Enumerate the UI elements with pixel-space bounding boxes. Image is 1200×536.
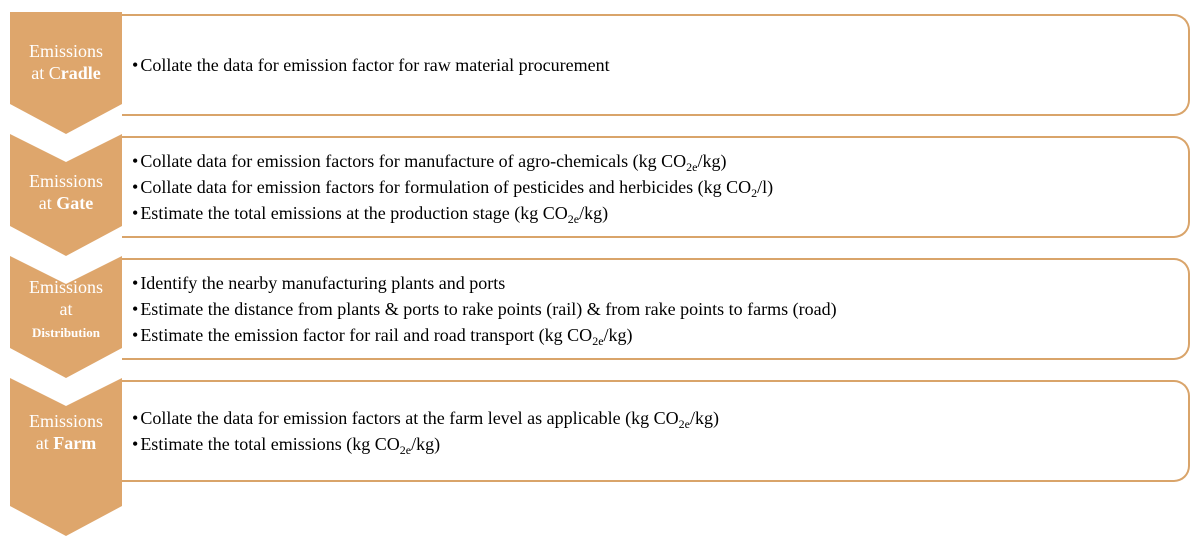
text-run: Collate the data for emission factor for… (140, 55, 610, 75)
text-run: /kg) (697, 151, 727, 171)
text-run: Identify the nearby manufacturing plants… (140, 273, 506, 293)
text-run: Estimate the total emissions at the prod… (140, 203, 568, 223)
label-run: at (59, 299, 73, 319)
text-run: /kg) (411, 434, 441, 454)
label-run: Emissions (28, 171, 103, 191)
label-run: Emissions (28, 277, 103, 297)
label-run: at (35, 433, 54, 453)
bullet-item: Estimate the total emissions (kg CO2e/kg… (132, 431, 1188, 457)
label-run: Distribution (32, 325, 100, 340)
stage-label: Emissions at Distribution (10, 276, 122, 344)
label-run: at (38, 193, 57, 213)
subscript: 2e (592, 334, 604, 348)
stage-box: Identify the nearby manufacturing plants… (122, 258, 1190, 360)
label-line: Emissions (10, 276, 122, 298)
stage-box: Collate the data for emission factors at… (122, 380, 1190, 482)
label-line: Emissions (10, 40, 122, 62)
chevron (10, 378, 122, 536)
label-run: at C (31, 63, 61, 83)
subscript: 2e (567, 212, 580, 226)
text-run: /kg) (689, 408, 719, 428)
subscript: 2e (399, 443, 412, 457)
stage-label: Emissions at Farm (10, 410, 122, 454)
subscript: 2 (751, 186, 758, 200)
label-line: at Cradle (10, 62, 122, 84)
subscript: 2e (686, 160, 698, 174)
label-run: Gate (56, 193, 94, 213)
label-line: Distribution (10, 320, 122, 344)
text-run: /kg) (603, 325, 633, 345)
text-run: Estimate the emission factor for rail an… (140, 325, 593, 345)
bullet-item: Collate the data for emission factor for… (132, 52, 1188, 78)
chevron (10, 12, 122, 134)
bullet-item: Estimate the emission factor for rail an… (132, 322, 1188, 348)
label-run: Farm (53, 433, 97, 453)
subscript: 2e (678, 417, 690, 431)
text-run: Collate the data for emission factors at… (140, 408, 679, 428)
text-run: /kg) (579, 203, 609, 223)
label-line: at Gate (10, 192, 122, 214)
label-run: radle (60, 63, 101, 83)
label-run: Emissions (28, 41, 103, 61)
stage-box: Collate the data for emission factor for… (122, 14, 1190, 116)
text-run: Collate data for emission factors for fo… (140, 177, 752, 197)
stage-label: Emissions at Gate (10, 170, 122, 214)
label-line: at Farm (10, 432, 122, 454)
label-line: Emissions (10, 410, 122, 432)
text-run: /l) (757, 177, 774, 197)
bullet-item: Collate the data for emission factors at… (132, 405, 1188, 431)
stage-box: Collate data for emission factors for ma… (122, 136, 1190, 238)
label-line: Emissions (10, 170, 122, 192)
label-run: Emissions (28, 411, 103, 431)
text-run: Estimate the total emissions (kg CO (140, 434, 400, 454)
text-run: Collate data for emission factors for ma… (140, 151, 687, 171)
label-line: at (10, 298, 122, 320)
bullet-item: Collate data for emission factors for ma… (132, 148, 1188, 174)
chevron (10, 134, 122, 256)
bullet-item: Identify the nearby manufacturing plants… (132, 270, 1188, 296)
bullet-item: Estimate the distance from plants & port… (132, 296, 1188, 322)
text-run: Estimate the distance from plants & port… (140, 299, 837, 319)
bullet-item: Collate data for emission factors for fo… (132, 174, 1188, 200)
chevron (10, 256, 122, 378)
stage-label: Emissions at Cradle (10, 40, 122, 84)
bullet-item: Estimate the total emissions at the prod… (132, 200, 1188, 226)
